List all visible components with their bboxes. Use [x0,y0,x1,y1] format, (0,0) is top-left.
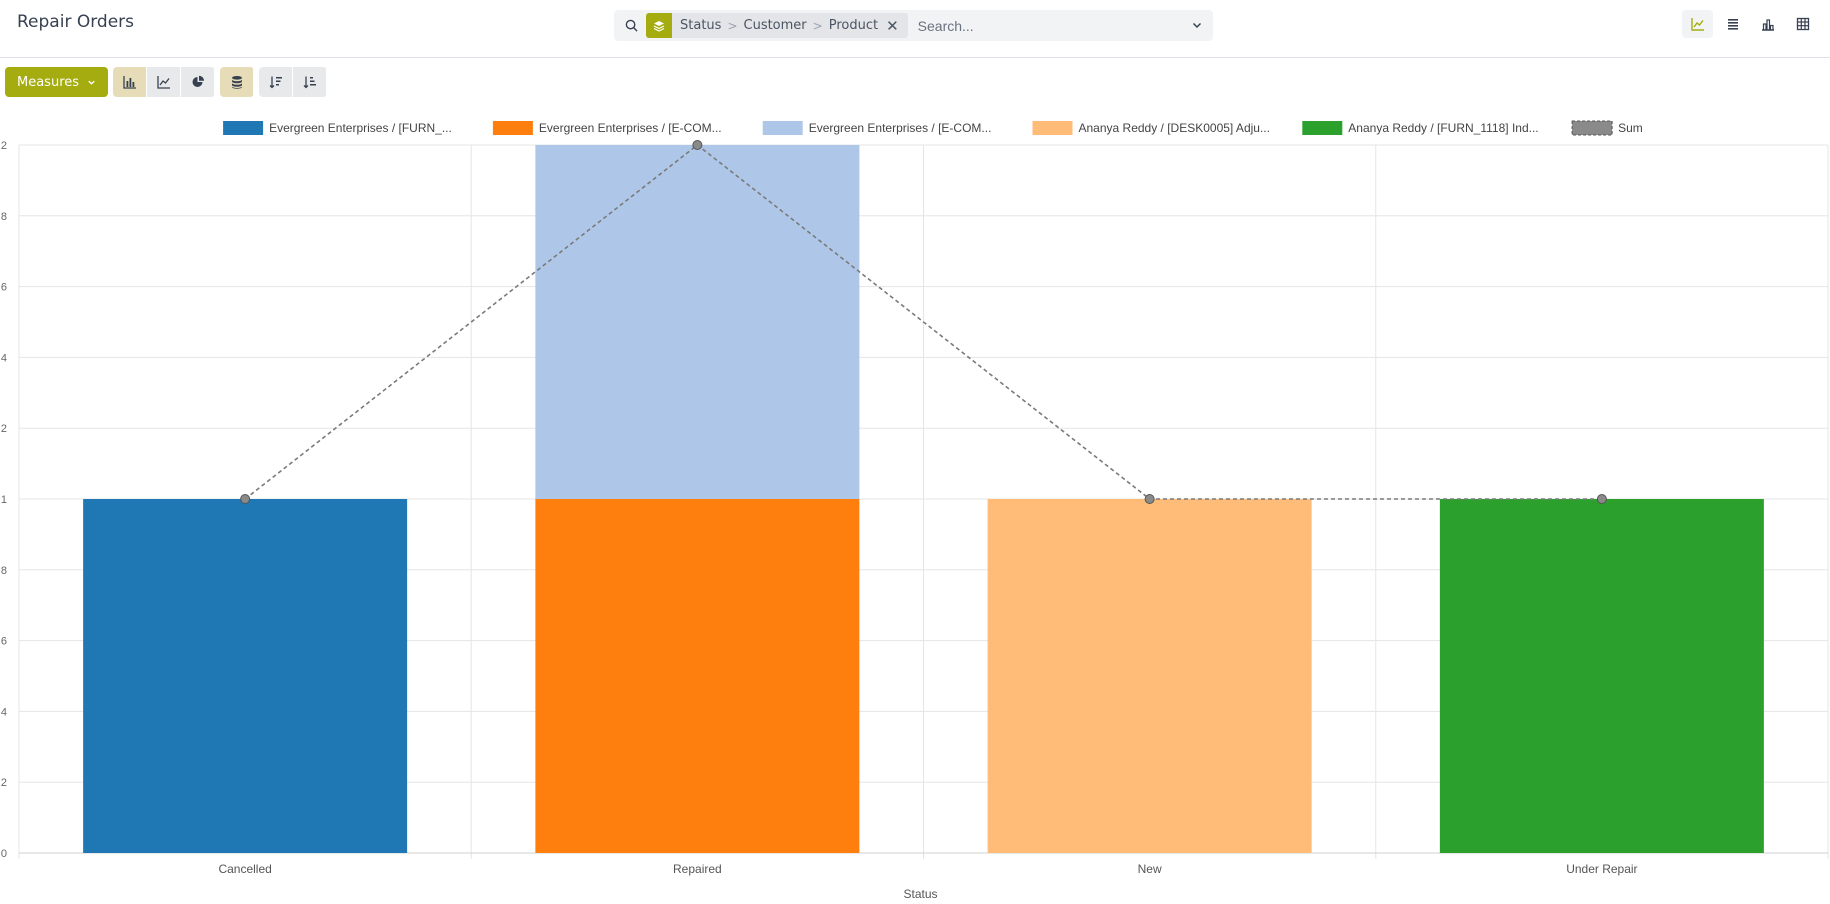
graph-toolbar: Measures [5,67,332,97]
stacked-button[interactable] [220,67,255,97]
chevron-down-icon [88,80,95,85]
pivot-view-button[interactable] [1787,10,1818,38]
measures-label: Measures [17,74,80,90]
pivot-chart-view-button[interactable] [1752,10,1783,38]
legend-label-1[interactable]: Evergreen Enterprises / [E-COM... [539,121,722,135]
sort-descending-icon [269,76,282,89]
facet-remove-icon[interactable]: ✕ [886,16,899,35]
sort-ascending-button[interactable] [293,67,328,97]
y-tick-label: 1.8 [0,211,7,223]
view-switcher [1682,10,1818,38]
pie-chart-icon [192,75,204,87]
legend-label-5[interactable]: Sum [1618,121,1643,135]
line-chart-icon [1690,18,1704,31]
y-tick-label: 1 [1,494,7,506]
pie-chart-button[interactable] [181,67,216,97]
chart-type-group [113,67,216,97]
table-icon [1796,17,1809,31]
sort-descending-button[interactable] [259,67,294,97]
y-tick-label: 0 [1,848,7,860]
line-chart-icon [156,76,170,89]
line-chart-button[interactable] [147,67,182,97]
control-panel: Repair Orders Status > Customer > Produc… [0,0,1830,58]
sum-point[interactable] [1144,494,1155,504]
sort-ascending-icon [303,76,316,89]
x-tick-label: Repaired [673,862,722,876]
facet-value-product: Product [828,18,879,33]
y-tick-label: 0.2 [0,777,7,789]
search-bar: Status > Customer > Product ✕ [614,10,1213,41]
chevron-down-icon[interactable] [1191,19,1203,31]
sum-line [244,143,1602,500]
legend-label-2[interactable]: Evergreen Enterprises / [E-COM... [809,121,992,135]
y-tick-label: 0.4 [0,706,7,718]
legend-swatch-4[interactable] [1302,121,1343,135]
bar-series-3-2[interactable] [987,499,1312,853]
y-tick-label: 1.2 [0,423,7,435]
legend-swatch-1[interactable] [492,121,533,135]
legend-label-0[interactable]: Evergreen Enterprises / [FURN_... [269,121,452,135]
y-tick-label: 2 [1,140,7,152]
bar-series-4-3[interactable] [1439,499,1764,853]
legend-swatch-0[interactable] [223,121,264,135]
bar-series-1-1[interactable] [535,499,860,853]
x-tick-label: Under Repair [1566,862,1637,876]
legend-label-3[interactable]: Ananya Reddy / [DESK0005] Adju... [1079,121,1270,135]
sum-point[interactable] [240,494,251,504]
page-title: Repair Orders [17,12,134,32]
x-tick-label: New [1138,862,1162,876]
x-tick-label: Cancelled [218,862,271,876]
y-tick-label: 0.8 [0,565,7,577]
sort-group [259,67,328,97]
legend-swatch-2[interactable] [762,121,803,135]
graph-view-button[interactable] [1682,10,1713,38]
groupby-facet[interactable]: Status > Customer > Product ✕ [646,13,908,38]
facet-value-status: Status [680,18,722,33]
measures-dropdown-button[interactable]: Measures [5,67,109,97]
y-tick-label: 1.4 [0,352,7,364]
legend-swatch-3[interactable] [1032,121,1073,135]
bar-chart-icon [122,76,136,89]
bar-series-2-1[interactable] [535,145,860,499]
database-icon [231,76,242,89]
graph-chart: 0 0.2 0.4 0.6 0.8 1 1.2 1.4 1.6 1.8 2 Cancelled Repa… [0,120,1829,901]
facet-value-customer: Customer [743,18,807,33]
legend-label-4[interactable]: Ananya Reddy / [FURN_1118] Ind... [1348,121,1538,135]
list-icon [1727,19,1738,30]
facet-separator-icon: > [727,18,738,33]
bar-series-0-0[interactable] [83,499,408,853]
y-tick-label: 0.6 [0,636,7,648]
y-tick-label: 1.6 [0,282,7,294]
stack-group [220,67,255,97]
search-input[interactable] [915,16,1210,35]
bar-chart-icon [1761,19,1774,31]
facet-separator-icon: > [812,18,823,33]
layers-icon [646,13,672,38]
sum-point[interactable] [1596,494,1607,504]
bar-chart-button[interactable] [113,67,148,97]
search-icon [625,19,638,32]
list-view-button[interactable] [1717,10,1748,38]
legend-swatch-5[interactable] [1571,120,1613,136]
sum-point[interactable] [692,140,703,150]
x-axis-label: Status [903,887,937,901]
